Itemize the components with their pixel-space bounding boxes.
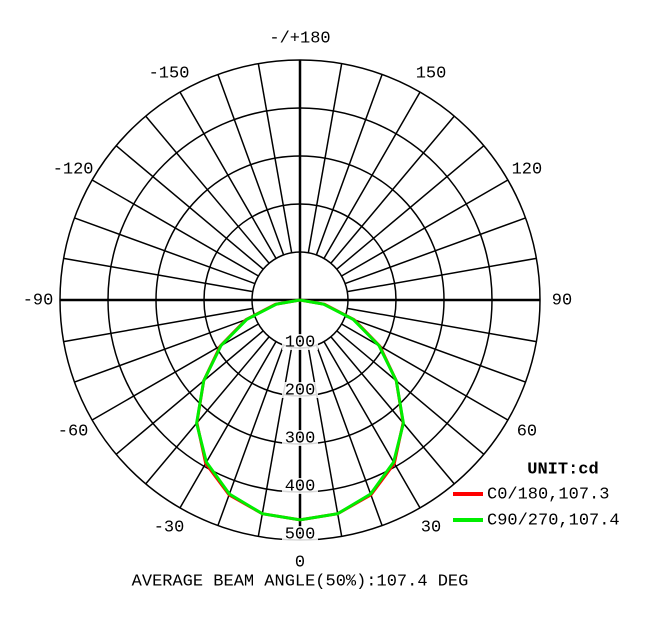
angle-tick-label: 0 xyxy=(295,553,305,572)
angle-tick-label: 120 xyxy=(512,160,543,179)
r-tick-bg xyxy=(282,478,318,494)
angle-tick-label: -30 xyxy=(154,518,185,537)
r-tick-bg xyxy=(282,430,318,446)
angle-tick-label: -90 xyxy=(23,291,54,310)
legend-label: C90/270,107.4 xyxy=(487,511,620,530)
chart-title: AVERAGE BEAM ANGLE(50%):107.4 DEG xyxy=(132,572,469,591)
unit-label: UNIT:cd xyxy=(527,460,598,479)
angle-tick-label: 60 xyxy=(517,422,537,441)
r-tick-label: 200 xyxy=(285,381,316,400)
r-tick-bg xyxy=(282,334,318,350)
angle-tick-label: 30 xyxy=(421,518,441,537)
legend-label: C0/180,107.3 xyxy=(487,485,609,504)
angle-tick-label: -150 xyxy=(149,65,190,84)
r-tick-label: 400 xyxy=(285,477,316,496)
angle-tick-label: -/+180 xyxy=(269,29,330,48)
angle-tick-label: -120 xyxy=(53,160,94,179)
angle-tick-label: 150 xyxy=(416,65,447,84)
angle-tick-label: -60 xyxy=(58,422,89,441)
r-tick-label: 100 xyxy=(285,333,316,352)
angle-tick-label: 90 xyxy=(552,291,572,310)
r-tick-bg xyxy=(282,382,318,398)
r-tick-label: 500 xyxy=(285,525,316,544)
r-tick-label: 300 xyxy=(285,429,316,448)
r-tick-bg xyxy=(282,526,318,542)
series-line xyxy=(195,298,405,522)
